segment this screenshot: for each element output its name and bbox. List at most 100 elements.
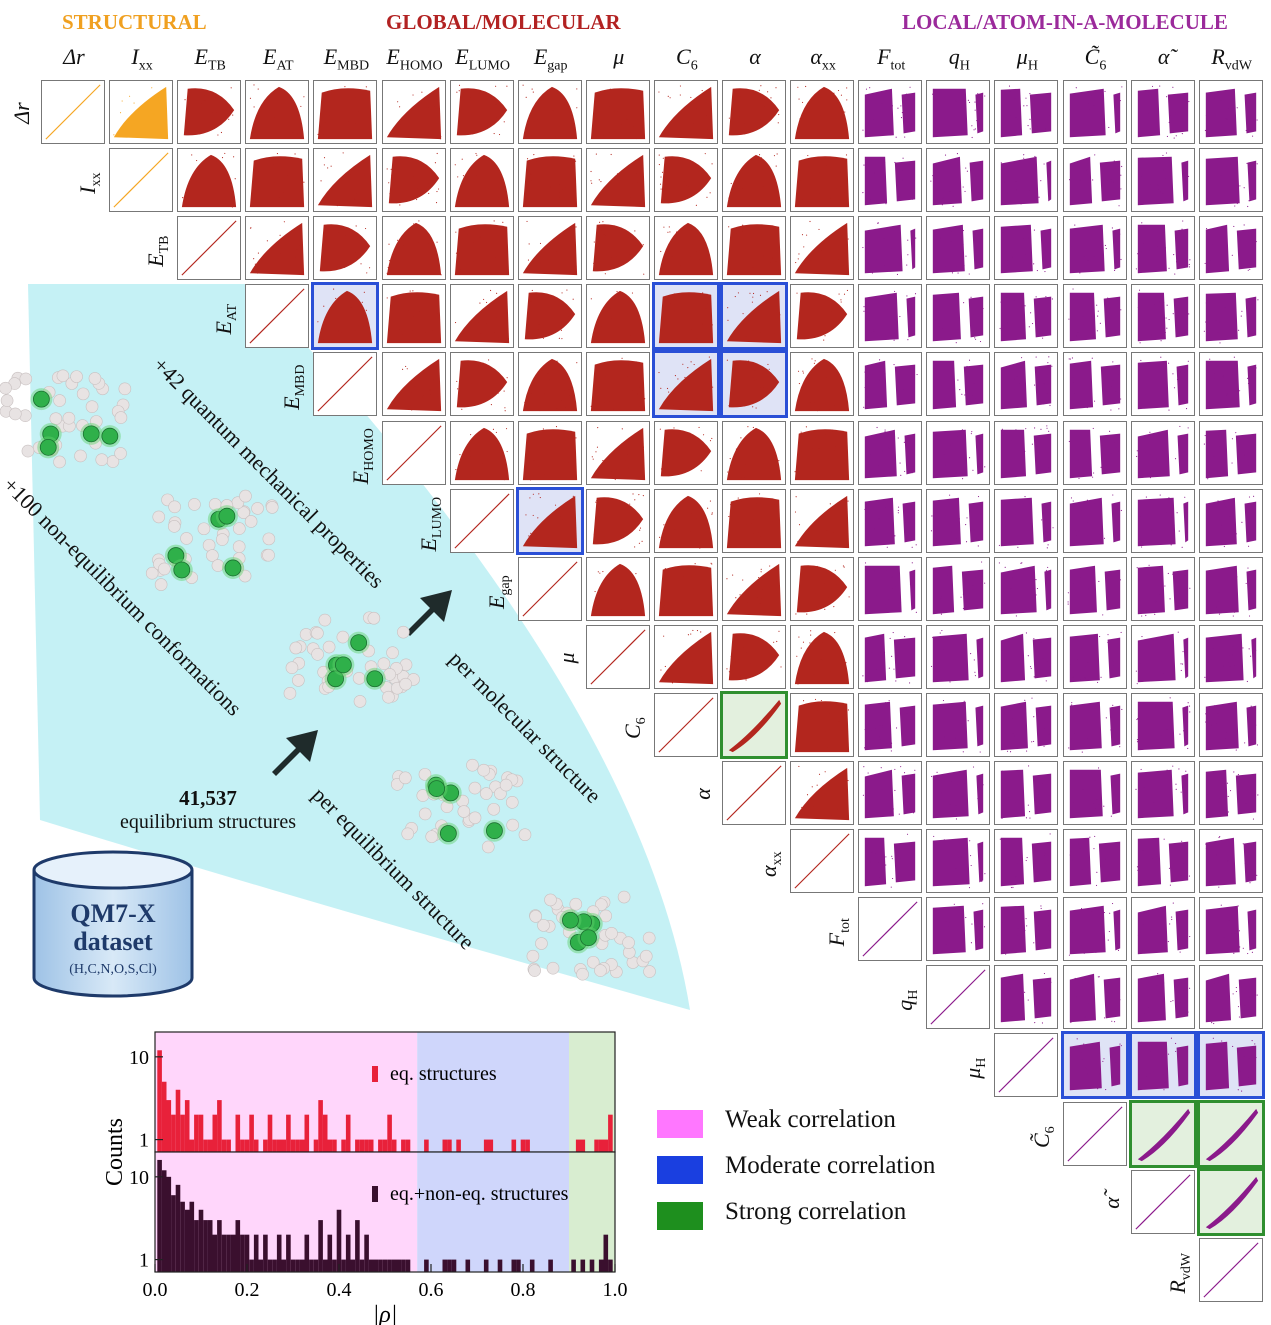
scatter-cell-6-8 [585,488,650,553]
bar-0-5 [180,1114,185,1152]
bar-0-21 [263,1139,268,1152]
scatter-cell-3-9 [651,282,720,351]
group-title-global: GLOBAL/MOLECULAR [386,10,621,34]
bar-1-26 [276,1234,282,1272]
bar-1-29 [290,1259,296,1272]
series-marker-0 [372,1066,378,1082]
bar-1-3 [171,1195,176,1272]
scatter-cell-4-17 [1198,352,1263,417]
scatter-cell-1-11 [790,148,855,213]
bar-0-58 [580,1139,586,1152]
scatter-cell-8-11 [790,624,855,689]
bar-1-38 [332,1259,337,1272]
bar-0-60 [598,1139,604,1152]
bar-1-70 [603,1234,609,1272]
scatter-cell-7-12 [858,556,923,621]
scatter-cell-0-6 [449,80,514,144]
scatter-cell-10-11 [790,761,855,825]
scatter-cell-3-11 [790,284,855,349]
bar-0-62 [608,1114,613,1152]
scatter-cell-1-17 [1198,148,1263,213]
column-label-6: ELUMO [455,44,510,74]
scatter-cell-11-12 [858,829,923,894]
bar-1-60 [483,1259,489,1272]
bar-1-68 [589,1259,595,1272]
bar-1-12 [212,1234,218,1272]
scatter-cell-4-15 [1062,352,1127,417]
scatter-cell-8-15 [1062,624,1127,689]
dataset-name-line1: QM7-X [70,899,156,928]
bar-0-36 [341,1139,346,1152]
legend-label-0: Weak correlation [725,1106,896,1133]
scatter-cell-4-7 [517,352,582,417]
column-label-9: C6 [676,44,698,74]
scatter-cell-1-4 [313,148,378,213]
column-label-10: α [749,44,761,69]
scatter-cell-6-6 [449,488,514,553]
scatter-cell-1-6 [449,148,514,213]
scatter-cell-3-14 [994,284,1059,349]
scatter-cell-7-15 [1062,556,1127,621]
column-label-4: EMBD [323,44,370,74]
scatter-cell-2-15 [1062,216,1127,281]
bar-0-53 [488,1139,494,1152]
scatter-cell-2-13 [926,216,991,281]
xtick-5: 1.0 [603,1279,628,1301]
bar-0-28 [295,1139,300,1152]
bar-0-3 [171,1114,176,1152]
column-label-3: EAT [263,44,294,74]
scatter-cell-9-11 [790,692,855,757]
scatter-cell-7-7 [517,556,582,621]
scatter-cell-2-2 [177,216,242,281]
scatter-cell-12-12 [858,897,923,962]
scatter-cell-4-11 [790,352,855,417]
bar-1-34 [313,1259,319,1272]
scatter-cell-1-7 [517,148,582,213]
bar-1-27 [281,1259,287,1272]
bar-1-44 [359,1259,365,1272]
scatter-cell-3-6 [449,284,514,349]
scatter-cell-3-16 [1130,284,1195,349]
equilibrium-count: 41,537 equilibrium structures [108,786,308,834]
scatter-cell-3-8 [585,284,650,349]
scatter-cell-6-15 [1062,488,1127,553]
scatter-cell-17-17 [1198,1237,1263,1302]
column-label-13: qH [948,44,970,74]
bar-0-14 [221,1139,227,1152]
series-label-0: eq. structures [390,1063,497,1085]
arrow-icon-upper [406,590,452,636]
scatter-cell-4-9 [651,350,720,419]
scatter-cell-1-12 [858,148,923,213]
scatter-cell-0-16 [1130,80,1195,144]
scatter-cell-2-7 [517,216,582,281]
scatter-cell-5-7 [517,420,582,485]
scatter-cell-8-12 [858,624,923,689]
bar-1-17 [235,1220,241,1272]
bar-1-14 [221,1234,227,1272]
scatter-cell-12-17 [1198,897,1263,962]
scatter-cell-5-12 [858,420,923,485]
region-0-1 [417,1032,569,1152]
scatter-cell-1-9 [653,148,718,213]
bar-1-16 [230,1234,236,1272]
bar-0-55 [520,1139,526,1152]
scatter-cell-7-16 [1130,556,1195,621]
bar-1-63 [516,1259,521,1272]
bar-1-15 [226,1234,231,1272]
bar-0-34 [327,1139,333,1152]
scatter-cell-3-4 [311,282,380,351]
scatter-cell-0-10 [722,80,786,144]
scatter-cell-12-13 [926,897,991,962]
bar-0-32 [318,1100,323,1152]
row-label-14: μH [960,1058,990,1080]
scatter-cell-5-13 [926,420,991,485]
bar-1-40 [341,1259,346,1272]
bar-0-44 [387,1114,392,1152]
bar-1-58 [451,1259,457,1272]
bar-1-69 [598,1259,604,1272]
bar-1-59 [465,1259,471,1272]
scatter-cell-5-17 [1198,420,1263,485]
scatter-cell-10-12 [858,761,923,825]
scatter-cell-0-7 [517,80,582,144]
scatter-cell-1-15 [1062,148,1127,213]
